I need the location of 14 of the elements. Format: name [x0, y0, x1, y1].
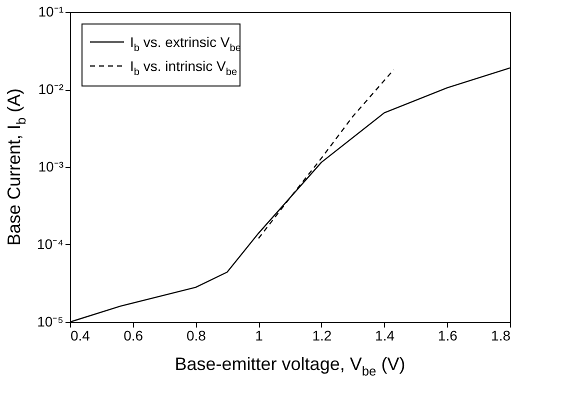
- x-tick-label: 0.8: [186, 328, 206, 344]
- x-tick-label: 1.6: [438, 328, 458, 344]
- y-tick-label: 10⁻⁵: [37, 314, 64, 330]
- x-tick-label: 0.4: [70, 328, 90, 344]
- x-tick-label: 1.8: [491, 328, 511, 344]
- y-tick-label: 10⁻³: [38, 158, 64, 174]
- y-axis-title: Base Current, Ib (A): [4, 88, 28, 246]
- x-tick-label: 0.6: [124, 328, 144, 344]
- x-tick-label: 1: [255, 328, 264, 344]
- x-tick-label: 1.4: [375, 328, 395, 344]
- y-tick-label: 10⁻⁴: [36, 236, 64, 252]
- y-tick-label: 10⁻¹: [38, 4, 64, 20]
- y-tick-label: 10⁻²: [38, 81, 64, 97]
- x-tick-label: 1.2: [312, 328, 332, 344]
